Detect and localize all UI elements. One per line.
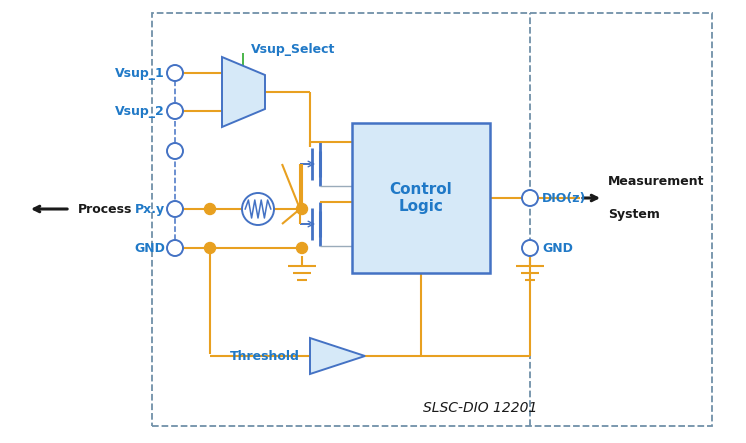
Text: GND: GND xyxy=(134,241,165,254)
Text: Control
Logic: Control Logic xyxy=(389,182,452,214)
Text: Vsup_Select: Vsup_Select xyxy=(251,43,336,55)
Text: Process: Process xyxy=(78,202,132,215)
Polygon shape xyxy=(310,338,365,374)
Text: Vsup_2: Vsup_2 xyxy=(115,105,165,117)
Circle shape xyxy=(204,203,216,214)
Circle shape xyxy=(204,242,216,253)
Text: Px.y: Px.y xyxy=(135,202,165,215)
Text: Vsup_1: Vsup_1 xyxy=(115,66,165,79)
Bar xyxy=(152,13,712,426)
Circle shape xyxy=(522,240,538,256)
Circle shape xyxy=(167,143,183,159)
Circle shape xyxy=(296,242,307,253)
Text: SLSC-DIO 12201: SLSC-DIO 12201 xyxy=(423,401,537,415)
Circle shape xyxy=(167,240,183,256)
Polygon shape xyxy=(222,57,265,127)
Text: GND: GND xyxy=(542,241,573,254)
Circle shape xyxy=(242,193,274,225)
Text: System: System xyxy=(608,208,660,221)
Circle shape xyxy=(522,190,538,206)
Text: Threshold: Threshold xyxy=(230,350,300,362)
Text: DIO(z): DIO(z) xyxy=(542,191,586,205)
Bar xyxy=(352,123,490,273)
Text: Measurement: Measurement xyxy=(608,175,704,188)
Circle shape xyxy=(296,203,307,214)
Circle shape xyxy=(167,65,183,81)
Circle shape xyxy=(167,201,183,217)
Circle shape xyxy=(167,103,183,119)
